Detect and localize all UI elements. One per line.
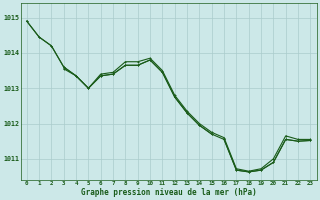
X-axis label: Graphe pression niveau de la mer (hPa): Graphe pression niveau de la mer (hPa) [81, 188, 256, 197]
